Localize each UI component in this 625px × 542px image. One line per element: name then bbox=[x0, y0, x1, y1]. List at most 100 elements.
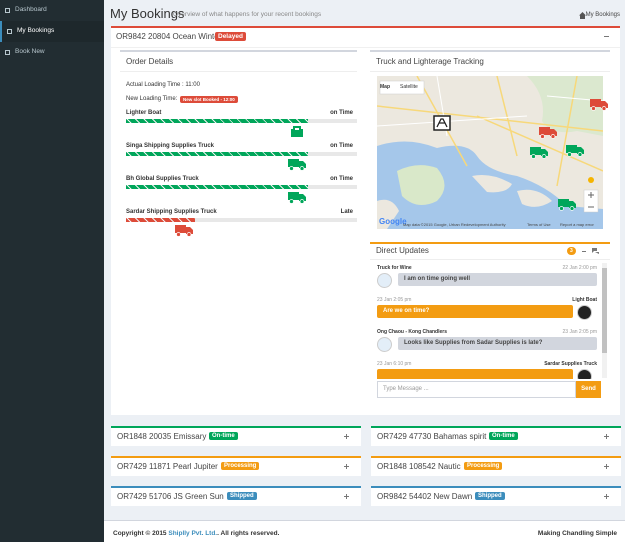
progress-bar bbox=[126, 119, 309, 123]
menu-label[interactable]: Dashboard bbox=[15, 6, 47, 13]
expand-v[interactable] bbox=[346, 434, 347, 439]
message-time: 23 Jan 2:05 pm bbox=[562, 329, 597, 335]
booking-box[interactable]: OR7429 47730 Bahamas spirit On-time bbox=[371, 426, 621, 446]
booking-title[interactable]: OR9842 20804 Ocean Winter bbox=[116, 32, 222, 41]
footer-tagline: Making Chandling Simple bbox=[537, 530, 617, 537]
map-tab[interactable]: Satellite bbox=[400, 84, 418, 90]
truck-icon bbox=[288, 192, 307, 204]
footer bbox=[104, 520, 625, 542]
status-badge: Shipped bbox=[227, 492, 257, 500]
map-logo: Google bbox=[379, 217, 407, 226]
page-title: My Bookings bbox=[110, 6, 185, 21]
status-badge: Processing bbox=[221, 462, 260, 470]
box-divider bbox=[111, 47, 620, 48]
avatar bbox=[377, 337, 392, 352]
footer-copyright: Copyright © 2015 Shiplly Pvt. Ltd.. All … bbox=[113, 530, 279, 537]
expand-v[interactable] bbox=[606, 434, 607, 439]
booking-title[interactable]: OR7429 47730 Bahamas spirit bbox=[377, 432, 487, 441]
box-divider bbox=[120, 71, 357, 72]
copyright: Copyright © 2015 bbox=[113, 530, 169, 537]
message-author: Ong Chaou - Kong Chandlers bbox=[377, 329, 447, 335]
truck-icon bbox=[288, 159, 307, 171]
rights: . All rights reserved. bbox=[217, 530, 280, 537]
truck-icon bbox=[175, 225, 194, 237]
message-time: 23 Jan 2:05 pm bbox=[377, 297, 412, 303]
menu-icon bbox=[5, 50, 10, 55]
message-author: Truck for Wine bbox=[377, 265, 412, 271]
box-title: Truck and Lighterage Tracking bbox=[376, 57, 484, 66]
expand-v[interactable] bbox=[606, 494, 607, 499]
status-badge: Shipped bbox=[475, 492, 505, 500]
collapse-button[interactable] bbox=[582, 251, 586, 252]
box-title: Direct Updates bbox=[376, 246, 429, 255]
item-name: Lighter Boat bbox=[126, 110, 162, 116]
box-divider bbox=[370, 71, 610, 72]
status-badge: Delayed bbox=[215, 32, 246, 41]
scroll-thumb[interactable] bbox=[602, 268, 607, 353]
page-subtitle: Overview of what happens for your recent… bbox=[173, 11, 322, 18]
count-badge: 3 bbox=[567, 247, 576, 255]
chat-icon[interactable] bbox=[592, 248, 599, 254]
truck-icon bbox=[566, 145, 584, 157]
message-list: Truck for Wine 22 Jan 2:00 pm I am on time… bbox=[370, 262, 610, 379]
boat-icon bbox=[291, 126, 304, 137]
menu-icon bbox=[7, 29, 12, 34]
truck-icon bbox=[590, 99, 608, 111]
booking-title[interactable]: OR7429 51706 JS Green Sun bbox=[117, 492, 224, 501]
menu-label[interactable]: Book New bbox=[15, 48, 45, 55]
map-tab[interactable]: Map bbox=[380, 84, 390, 90]
item-status: on Time bbox=[330, 176, 353, 182]
menu-item[interactable]: Book New bbox=[0, 42, 104, 63]
item-status: on Time bbox=[330, 110, 353, 116]
item-name: Singa Shipping Supplies Truck bbox=[126, 143, 215, 149]
booking-box[interactable]: OR7429 51706 JS Green Sun Shipped bbox=[111, 486, 361, 506]
avatar bbox=[377, 273, 392, 288]
booking-box[interactable]: OR7429 11871 Pearl Jupiter Processing bbox=[111, 456, 361, 476]
booking-box[interactable]: OR1848 108542 Nautic Processing bbox=[371, 456, 621, 476]
booking-box[interactable]: OR9842 54402 New Dawn Shipped bbox=[371, 486, 621, 506]
new-loading-badge: New slot Booked - 12:00 bbox=[180, 96, 238, 103]
item-name: Bh Global Supplies Truck bbox=[126, 176, 199, 182]
breadcrumb[interactable]: My Bookings bbox=[585, 12, 620, 18]
expand-v[interactable] bbox=[346, 464, 347, 469]
menu-item[interactable]: My Bookings bbox=[0, 21, 104, 42]
map-link[interactable]: Report a map error bbox=[560, 222, 594, 227]
item-status: on Time bbox=[330, 143, 353, 149]
message-input[interactable] bbox=[377, 381, 576, 398]
booking-title[interactable]: OR7429 11871 Pearl Jupiter bbox=[117, 462, 218, 471]
truck-icon bbox=[539, 127, 557, 139]
expand-v[interactable] bbox=[606, 464, 607, 469]
message-author: Light Boat bbox=[572, 297, 597, 303]
message-bubble: I am on time going well bbox=[398, 273, 597, 286]
new-loading-label: New Loading Time: bbox=[126, 96, 178, 102]
truck-icon bbox=[530, 147, 548, 159]
collapse-button[interactable] bbox=[604, 36, 609, 37]
home-icon bbox=[579, 12, 586, 19]
truck-icon bbox=[558, 199, 576, 211]
menu-item[interactable]: Dashboard bbox=[0, 0, 104, 21]
menu-icon bbox=[5, 8, 10, 13]
actual-loading: Actual Loading Time : 11:00 bbox=[126, 82, 200, 88]
message-time: 22 Jan 2:00 pm bbox=[562, 265, 597, 271]
booking-title[interactable]: OR9842 54402 New Dawn bbox=[377, 492, 473, 501]
expand-v[interactable] bbox=[346, 494, 347, 499]
avatar bbox=[577, 305, 592, 320]
booking-title[interactable]: OR1848 108542 Nautic bbox=[377, 462, 461, 471]
booking-title[interactable]: OR1848 20035 Emissary bbox=[117, 432, 207, 441]
message-bubble: Looks like Supplies from Sadar Supplies … bbox=[398, 337, 597, 350]
message-bubble: Are we on time? bbox=[377, 305, 573, 318]
message-time: 23 Jan 6:10 pm bbox=[377, 361, 412, 367]
map-link[interactable]: Terms of Use bbox=[527, 222, 551, 227]
map-attribution: Map data ©2015 Google, Urban Redevelopme… bbox=[403, 222, 506, 227]
avatar bbox=[577, 369, 592, 379]
box-title: Order Details bbox=[126, 57, 174, 66]
message-bubble bbox=[377, 369, 573, 379]
menu-label[interactable]: My Bookings bbox=[17, 27, 55, 34]
company-link[interactable]: Shiplly Pvt. Ltd. bbox=[168, 530, 218, 537]
send-button[interactable]: Send bbox=[576, 381, 601, 398]
progress-track bbox=[126, 218, 357, 222]
progress-bar bbox=[126, 218, 196, 222]
item-status: Late bbox=[340, 209, 353, 215]
booking-box[interactable]: OR1848 20035 Emissary On-time bbox=[111, 426, 361, 446]
